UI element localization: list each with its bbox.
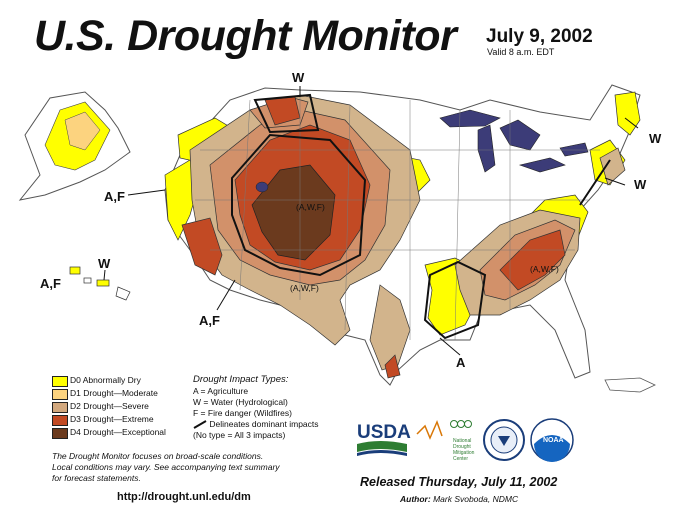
author-credit: Author: Mark Svoboda, NDMC — [400, 494, 518, 504]
label-w-midatlantic: W — [634, 177, 647, 192]
swatch-d0 — [52, 376, 68, 387]
release-date: Released Thursday, July 11, 2002 — [360, 475, 558, 489]
website-url[interactable]: http://drought.unl.edu/dm — [117, 491, 251, 503]
ndmc-logo: National Drought Mitigation Center — [416, 419, 475, 462]
legend-label: D3 Drought—Extreme — [70, 414, 154, 424]
note-line: for forecast statements. — [52, 473, 141, 483]
usda-logo: USDA — [357, 422, 411, 456]
leader-lines — [103, 86, 639, 356]
label-a-gulf: A — [456, 355, 466, 370]
svg-text:USDA: USDA — [357, 422, 411, 443]
label-awf-southwest: (A,W,F) — [290, 283, 319, 293]
note-line: Local conditions may vary. See accompany… — [52, 462, 280, 472]
boundary-line-icon — [193, 420, 207, 430]
swatch-d2 — [52, 402, 68, 413]
label-af-west: A,F — [104, 189, 125, 204]
label-w-maine: W — [649, 131, 662, 146]
impact-line: W = Water (Hydrological) — [193, 397, 288, 407]
d4-regions — [251, 164, 336, 261]
author-name: Mark Svoboda, NDMC — [433, 494, 519, 504]
impact-line-text: Delineates dominant impacts — [209, 419, 319, 429]
label-af-southwest: A,F — [199, 313, 220, 328]
svg-text:National: National — [453, 438, 471, 444]
map-date: July 9, 2002 — [486, 26, 593, 47]
hawaii — [69, 266, 131, 301]
legend-label: D4 Drought—Exceptional — [70, 427, 166, 437]
swatch-d1 — [52, 389, 68, 400]
label-af-hawaii: A,F — [40, 276, 61, 291]
legend-label: D2 Drought—Severe — [70, 401, 149, 411]
swatch-d4 — [52, 428, 68, 439]
impact-line: A = Agriculture — [193, 386, 249, 396]
svg-text:Drought: Drought — [453, 444, 471, 450]
label-awf-southeast: (A,W,F) — [530, 264, 559, 274]
legend-label: D0 Abnormally Dry — [70, 375, 141, 385]
noaa-logo: NOAA — [530, 418, 574, 462]
impact-title: Drought Impact Types: — [193, 374, 289, 385]
label-awf-rockies: (A,W,F) — [296, 202, 325, 212]
author-label: Author: — [400, 494, 431, 504]
legend-label: D1 Drought—Moderate — [70, 388, 158, 398]
doc-seal — [483, 419, 525, 461]
svg-text:Center: Center — [453, 456, 468, 462]
note-line: The Drought Monitor focuses on broad-sca… — [52, 451, 264, 461]
label-w-hawaii: W — [98, 256, 111, 271]
svg-text:NOAA: NOAA — [543, 437, 564, 444]
page-title: U.S. Drought Monitor — [34, 12, 457, 60]
svg-text:Mitigation: Mitigation — [453, 450, 475, 456]
impact-line: (No type = All 3 impacts) — [193, 430, 286, 440]
swatch-d3 — [52, 415, 68, 426]
impact-line-delineates: Delineates dominant impacts — [193, 419, 319, 430]
disclaimer-note: The Drought Monitor focuses on broad-sca… — [52, 451, 352, 484]
impact-boundaries — [231, 93, 611, 340]
valid-time: Valid 8 a.m. EDT — [487, 47, 555, 57]
impact-types: Drought Impact Types: A = Agriculture W … — [193, 374, 319, 441]
state-lines — [195, 95, 600, 341]
puerto-rico — [604, 377, 656, 393]
logo-strip: USDA National Drought Mitigation Center … — [357, 418, 574, 462]
label-w-north: W — [292, 70, 305, 85]
impact-line: F = Fire danger (Wildfires) — [193, 408, 292, 418]
